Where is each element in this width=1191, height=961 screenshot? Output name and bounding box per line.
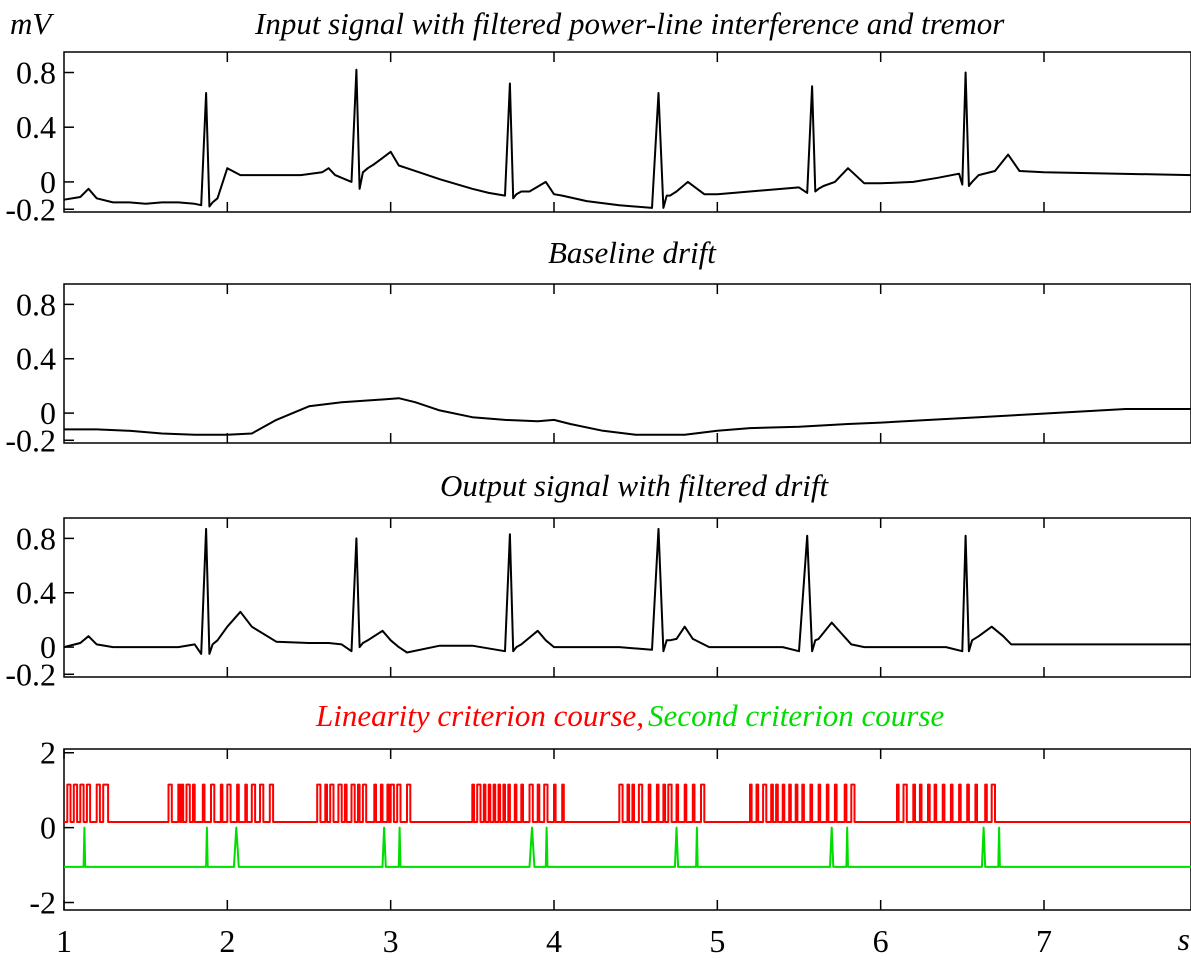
series-line-output-0 xyxy=(63,527,1191,655)
y-tick-label-criteria: 0 xyxy=(40,810,56,846)
x-tick-label: 4 xyxy=(546,923,562,959)
plot-frame-input xyxy=(63,51,1191,213)
x-tick-label: 1 xyxy=(56,923,72,959)
y-tick-label-input: 0.4 xyxy=(16,109,56,145)
plot-frame-criteria xyxy=(63,748,1191,911)
y-tick-label-output: 0 xyxy=(40,629,56,665)
plot-frame-drift xyxy=(63,283,1191,444)
y-tick-label-drift: 0.8 xyxy=(16,286,56,322)
x-tick-label: 3 xyxy=(383,923,399,959)
y-tick-label-input: 0 xyxy=(40,164,56,200)
panel-title-output: Output signal with filtered drift xyxy=(440,468,829,503)
series-line-criteria-1 xyxy=(64,826,1191,868)
x-tick-label: 6 xyxy=(873,923,889,959)
second-criterion-legend: Second criterion course xyxy=(648,698,945,733)
y-tick-label-output: 0.4 xyxy=(16,575,56,611)
plot-frame-output xyxy=(63,517,1191,678)
panel-title-criteria: Linearity criterion course, Second crite… xyxy=(316,698,944,734)
x-tick-label: 5 xyxy=(709,923,725,959)
series-line-drift-0 xyxy=(64,397,1191,436)
linearity-criterion-legend: Linearity criterion course, xyxy=(316,698,645,733)
y-tick-label-drift: 0 xyxy=(40,395,56,431)
panel-title-drift: Baseline drift xyxy=(548,235,716,270)
y-tick-label-input: 0.8 xyxy=(16,55,56,91)
y-tick-label-criteria: -2 xyxy=(29,885,56,921)
y-tick-label-output: 0.8 xyxy=(16,520,56,556)
y-tick-label-criteria: 2 xyxy=(40,735,56,771)
series-line-criteria-0 xyxy=(64,783,1191,823)
y-tick-label-drift: -0.2 xyxy=(5,422,56,458)
x-axis-unit: s xyxy=(1178,921,1190,957)
y-tick-label-output: -0.2 xyxy=(5,656,56,692)
y-tick-label-drift: 0.4 xyxy=(16,341,56,377)
y-axis-unit: mV xyxy=(10,6,52,41)
panel-title-input: Input signal with filtered power-line in… xyxy=(255,6,1005,41)
x-tick-label: 7 xyxy=(1036,923,1052,959)
y-tick-label-input: -0.2 xyxy=(5,191,56,227)
x-tick-label: 2 xyxy=(219,923,235,959)
series-line-input-0 xyxy=(63,68,1191,209)
